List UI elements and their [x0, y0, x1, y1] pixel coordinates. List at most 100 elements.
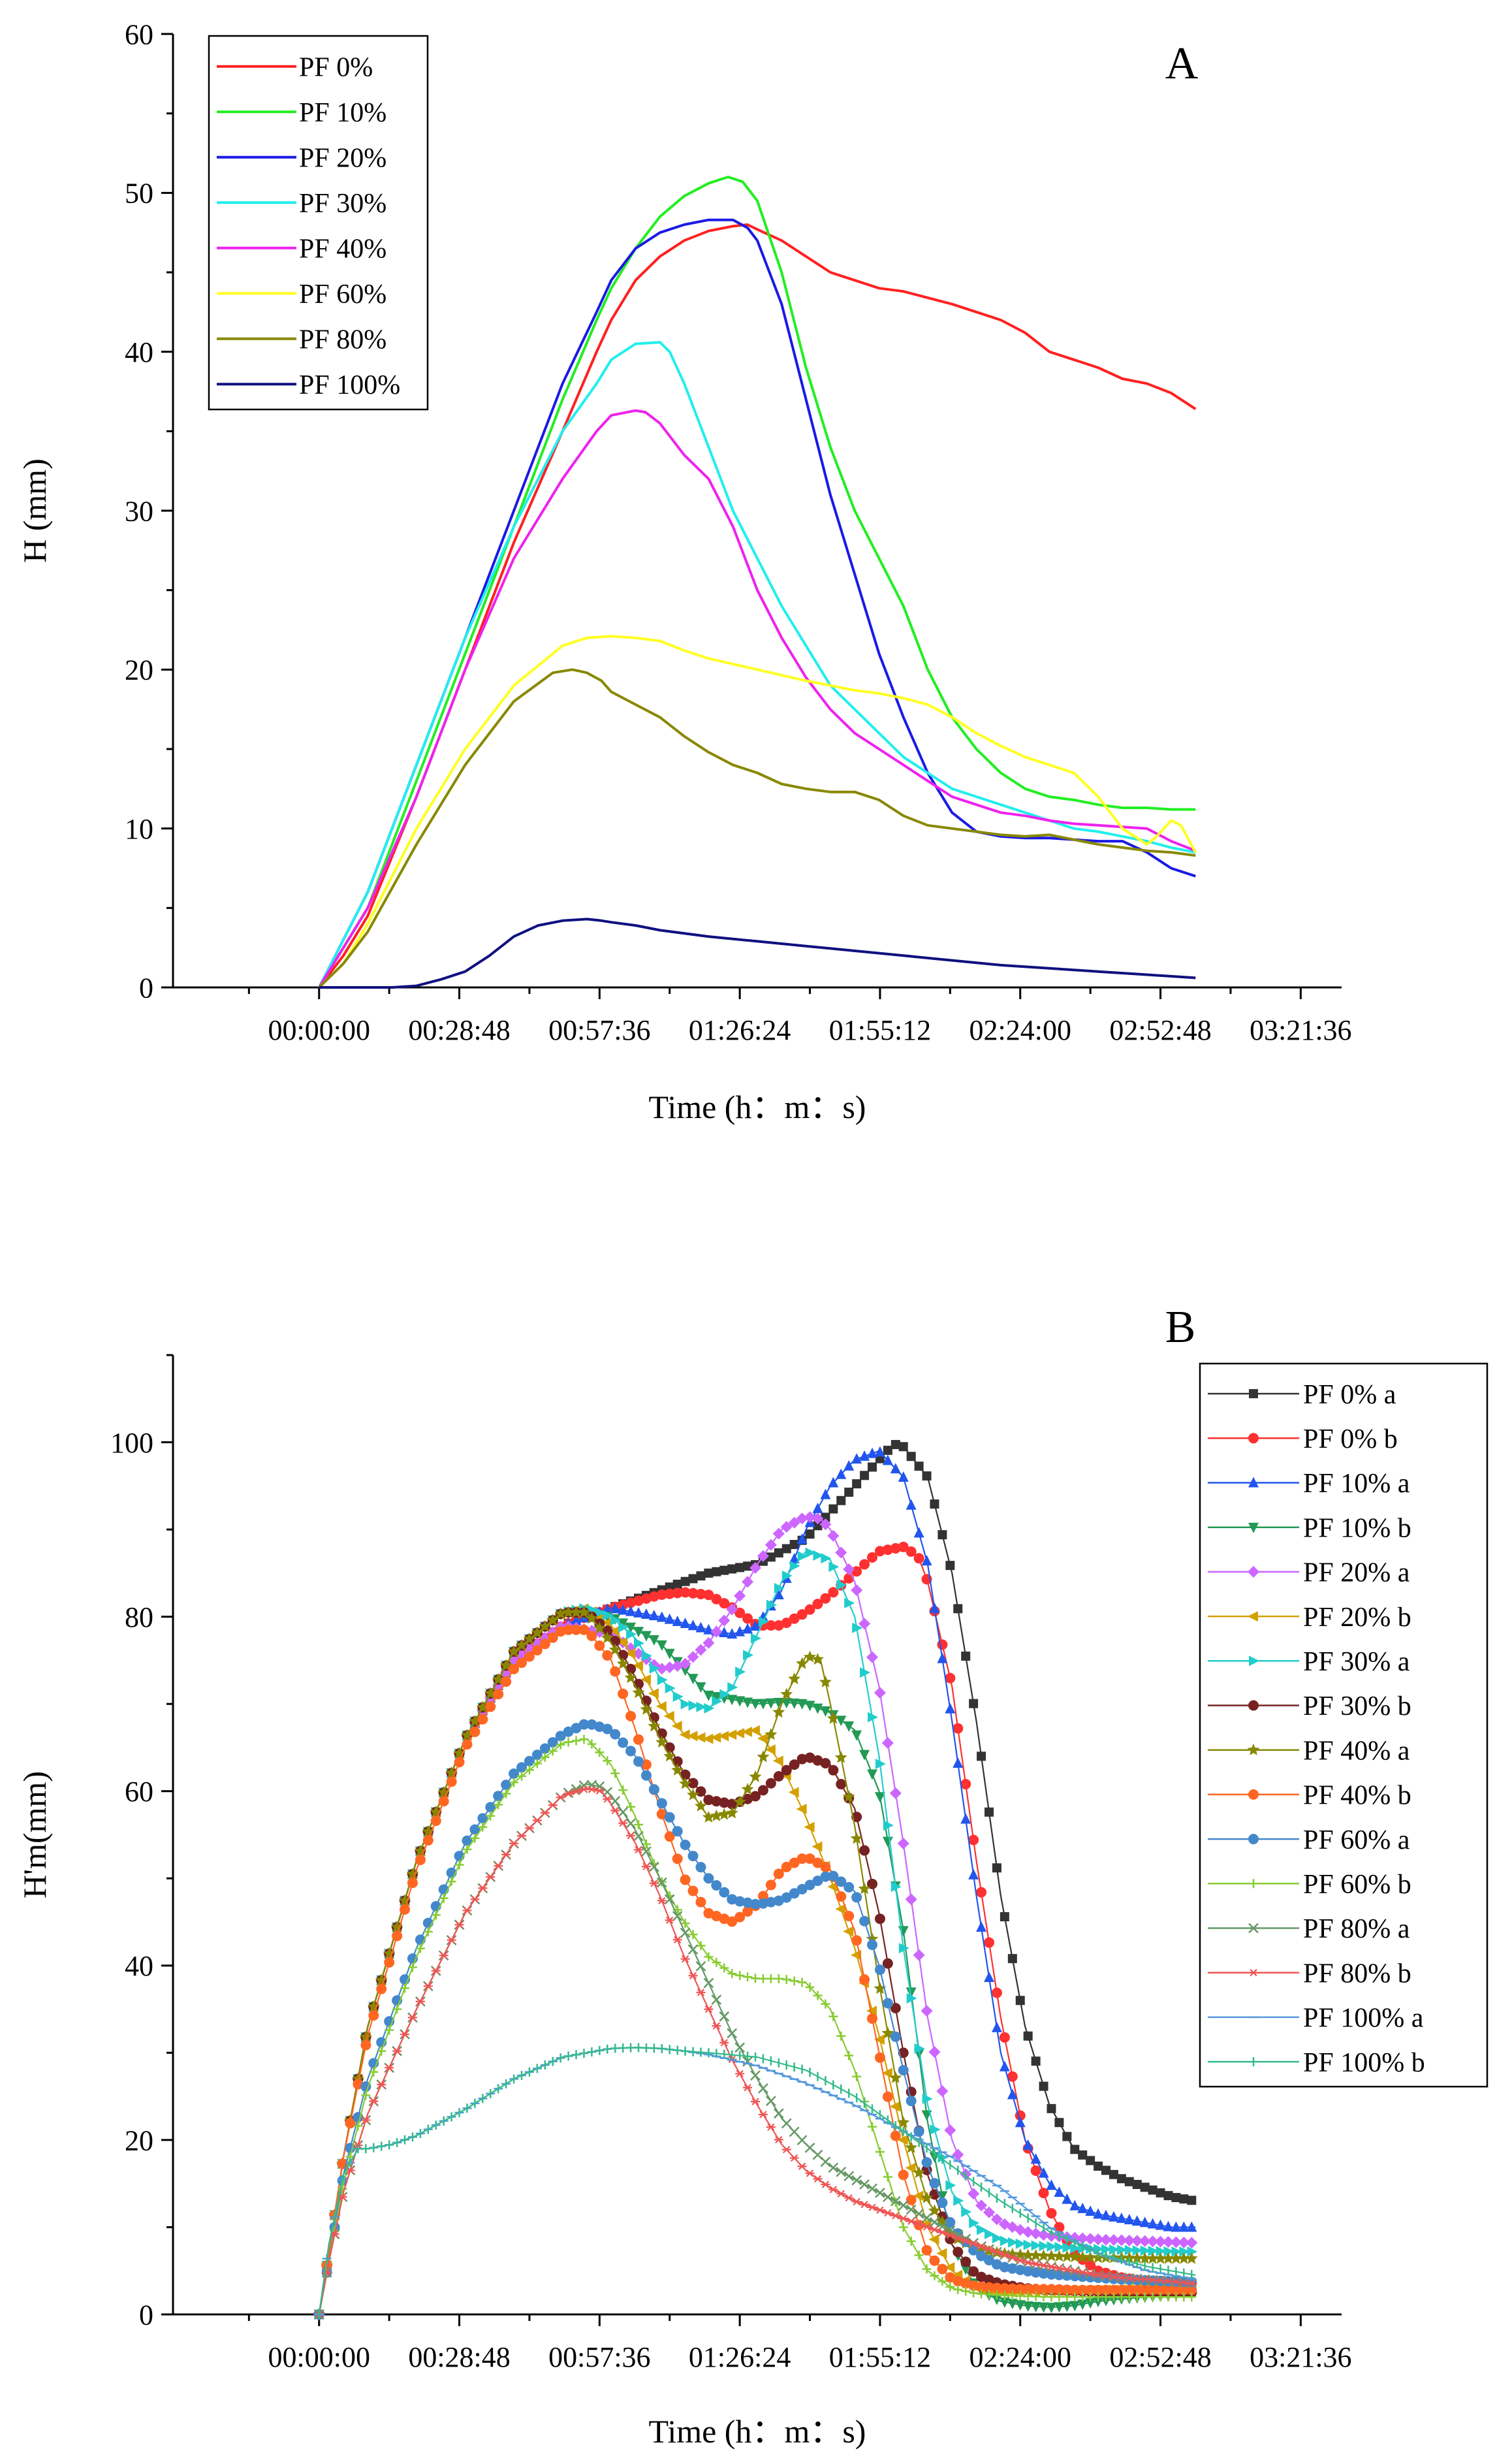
data-point	[975, 2199, 988, 2212]
legend-label: PF 100% b	[1303, 2048, 1425, 2078]
legend-marker	[1248, 1611, 1258, 1622]
data-point	[984, 1971, 995, 1982]
data-point	[546, 1614, 559, 1626]
data-point	[1069, 2199, 1080, 2211]
data-point	[805, 1547, 816, 1558]
data-point	[968, 2280, 979, 2291]
data-point	[1046, 2269, 1057, 2280]
data-point	[906, 1987, 917, 1998]
data-point	[890, 1463, 901, 1474]
data-point	[898, 2222, 908, 2232]
data-point	[602, 1650, 613, 1661]
data-point	[1007, 2237, 1018, 2248]
data-point	[377, 2046, 386, 2056]
data-point	[882, 2091, 893, 2102]
data-point	[531, 1644, 543, 1655]
data-point	[781, 1975, 791, 1985]
data-point	[367, 2000, 380, 2012]
data-point	[789, 1552, 800, 1563]
data-point	[914, 2250, 924, 2260]
data-point	[687, 1778, 699, 1789]
data-point	[1046, 2303, 1057, 2314]
data-point	[850, 1832, 863, 1844]
data-point	[796, 1853, 808, 1864]
data-point	[757, 1785, 768, 1796]
data-point	[719, 1963, 729, 1973]
legend-marker	[1248, 1834, 1259, 1845]
data-point	[672, 1756, 683, 1767]
data-point	[1007, 2254, 1017, 2262]
data-point	[1015, 2291, 1025, 2301]
data-point	[789, 1888, 800, 1899]
data-point	[688, 1700, 699, 1711]
data-point	[1038, 2167, 1049, 2178]
data-point	[843, 2171, 855, 2182]
data-point	[914, 2043, 925, 2054]
data-point	[462, 1906, 472, 1915]
data-point	[1094, 2292, 1103, 2302]
data-point	[890, 1543, 901, 1554]
data-point	[392, 2004, 402, 2014]
data-point	[625, 1746, 637, 1757]
data-point	[874, 1546, 885, 1557]
data-point	[1116, 2284, 1127, 2295]
data-point	[905, 2141, 918, 2153]
data-point	[579, 1785, 589, 1793]
data-point	[718, 1731, 729, 1742]
data-point	[820, 1488, 831, 1499]
data-point	[1031, 2260, 1041, 2268]
data-point	[843, 1563, 855, 1575]
data-point	[431, 1910, 441, 1920]
data-point	[765, 1778, 776, 1789]
data-point	[874, 1982, 887, 1994]
data-point	[734, 1607, 746, 1618]
data-point	[1030, 2248, 1043, 2261]
data-point	[1163, 2284, 1174, 2295]
data-point	[469, 1824, 480, 1835]
data-point	[1154, 2252, 1167, 2264]
data-point	[852, 2071, 862, 2081]
data-point	[687, 1731, 698, 1742]
data-point	[1116, 2292, 1126, 2302]
data-point	[874, 1687, 886, 1699]
data-point	[796, 1609, 808, 1620]
data-point	[1109, 2273, 1118, 2281]
data-point	[656, 1640, 667, 1651]
series-pf-60-	[318, 635, 1197, 989]
data-point	[1070, 2267, 1080, 2275]
data-point	[1015, 2284, 1026, 2295]
data-point	[734, 1911, 746, 1923]
data-point	[563, 1787, 574, 1799]
data-point	[913, 2126, 924, 2137]
data-point	[1069, 2284, 1080, 2295]
data-point	[898, 1471, 909, 1482]
data-point	[719, 1626, 730, 1637]
data-point	[867, 1769, 878, 1780]
data-point	[423, 1982, 433, 1990]
data-point	[1186, 2221, 1197, 2232]
series-pf-100-b	[318, 2043, 1196, 2319]
data-point	[454, 1757, 465, 1768]
data-point	[616, 1657, 629, 1669]
series-pf-20-	[318, 218, 1196, 988]
data-point	[1186, 2237, 1198, 2249]
data-point	[517, 1771, 527, 1781]
data-point	[703, 1873, 714, 1884]
data-point	[656, 1877, 667, 1888]
data-point	[671, 1720, 682, 1731]
data-point	[415, 1943, 425, 1953]
data-point	[781, 1544, 791, 1554]
panel-title: B	[1165, 1302, 1196, 1352]
data-point	[727, 1969, 737, 1979]
series-pf-60-b	[314, 1735, 1197, 2319]
data-point	[680, 1618, 691, 1629]
data-point	[618, 1737, 629, 1748]
data-point	[624, 1671, 637, 1684]
y-tick-label: 60	[125, 1776, 153, 1808]
legend-box	[208, 35, 429, 411]
x-tick-label: 01:26:24	[689, 2341, 791, 2373]
data-point	[812, 1876, 823, 1887]
data-point	[1124, 2292, 1134, 2302]
y-tick-label: 30	[125, 495, 153, 527]
